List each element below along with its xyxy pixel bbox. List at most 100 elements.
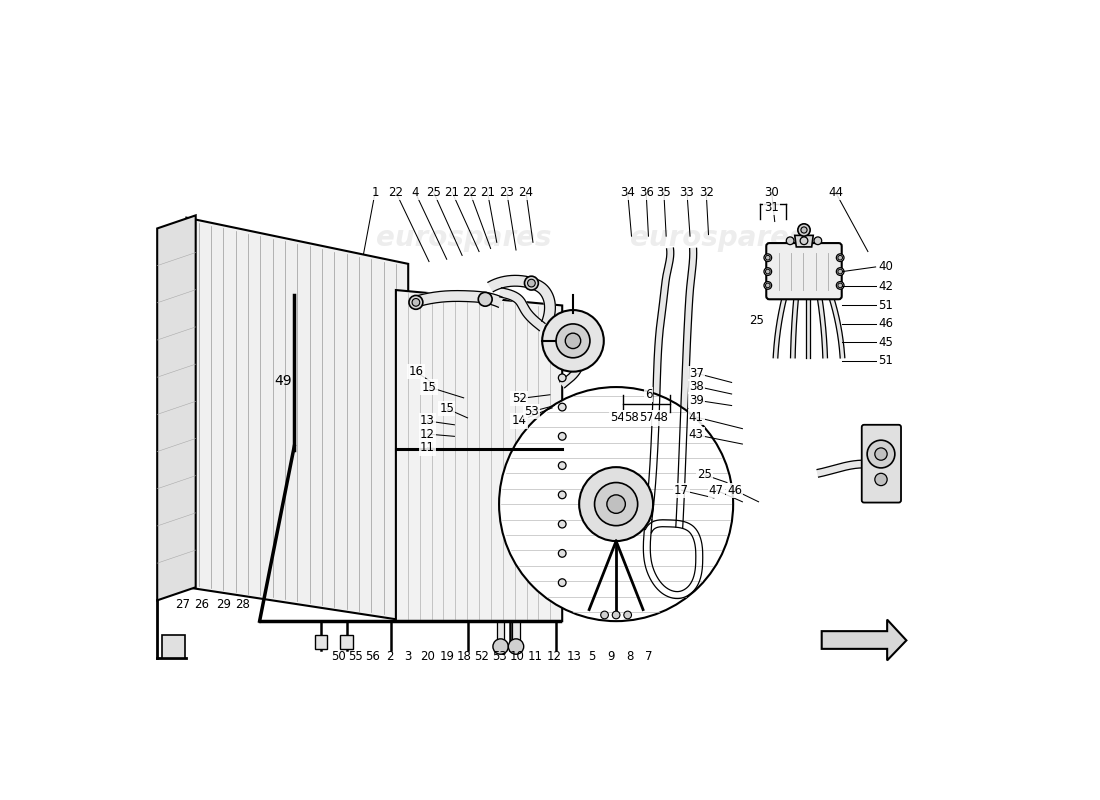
Circle shape bbox=[836, 268, 844, 275]
Text: eurospares: eurospares bbox=[376, 225, 551, 253]
Circle shape bbox=[559, 433, 566, 440]
Text: 22: 22 bbox=[388, 186, 404, 198]
Polygon shape bbox=[499, 288, 544, 330]
Text: 51: 51 bbox=[878, 299, 893, 312]
Circle shape bbox=[874, 474, 887, 486]
Circle shape bbox=[836, 254, 844, 262]
Text: 43: 43 bbox=[689, 428, 704, 442]
Circle shape bbox=[478, 292, 492, 306]
Circle shape bbox=[559, 550, 566, 558]
Polygon shape bbox=[560, 357, 583, 388]
Polygon shape bbox=[805, 296, 810, 358]
Polygon shape bbox=[817, 460, 865, 477]
Text: 12: 12 bbox=[547, 650, 562, 663]
Text: 45: 45 bbox=[878, 336, 893, 349]
Polygon shape bbox=[773, 296, 786, 358]
Text: 50: 50 bbox=[331, 650, 346, 663]
Text: 44: 44 bbox=[828, 186, 843, 198]
Text: 24: 24 bbox=[518, 186, 534, 198]
Polygon shape bbox=[822, 619, 906, 661]
Text: 57: 57 bbox=[639, 411, 653, 424]
Circle shape bbox=[763, 254, 772, 262]
Text: 1: 1 bbox=[372, 186, 378, 198]
Polygon shape bbox=[341, 635, 353, 649]
Circle shape bbox=[838, 255, 843, 260]
FancyBboxPatch shape bbox=[767, 243, 842, 299]
Text: 21: 21 bbox=[444, 186, 460, 198]
Text: 14: 14 bbox=[512, 414, 527, 427]
Polygon shape bbox=[794, 235, 813, 247]
Circle shape bbox=[559, 491, 566, 498]
Text: 32: 32 bbox=[698, 186, 714, 198]
Polygon shape bbox=[162, 635, 185, 658]
Circle shape bbox=[559, 345, 566, 353]
Text: 25: 25 bbox=[426, 186, 441, 198]
Circle shape bbox=[508, 639, 524, 654]
Circle shape bbox=[525, 276, 538, 290]
Circle shape bbox=[607, 495, 625, 514]
Text: 25: 25 bbox=[749, 314, 763, 327]
Text: 53: 53 bbox=[524, 405, 539, 418]
Text: 28: 28 bbox=[235, 598, 250, 610]
Text: 7: 7 bbox=[646, 650, 653, 663]
Circle shape bbox=[594, 482, 638, 526]
Text: 27: 27 bbox=[175, 598, 190, 610]
Text: 36: 36 bbox=[639, 186, 653, 198]
Polygon shape bbox=[791, 296, 799, 358]
Text: 18: 18 bbox=[456, 650, 471, 663]
Circle shape bbox=[493, 639, 508, 654]
Text: 23: 23 bbox=[499, 186, 514, 198]
Text: 8: 8 bbox=[626, 650, 634, 663]
Circle shape bbox=[559, 462, 566, 470]
Text: 4: 4 bbox=[411, 186, 419, 198]
Text: 20: 20 bbox=[420, 650, 434, 663]
Text: 11: 11 bbox=[420, 442, 434, 454]
Circle shape bbox=[798, 224, 810, 236]
Circle shape bbox=[786, 237, 794, 245]
Circle shape bbox=[766, 270, 770, 274]
Text: 11: 11 bbox=[528, 650, 542, 663]
Circle shape bbox=[542, 310, 604, 372]
Text: 21: 21 bbox=[480, 186, 495, 198]
Text: 37: 37 bbox=[689, 366, 704, 380]
Polygon shape bbox=[675, 248, 696, 527]
Circle shape bbox=[412, 298, 420, 306]
Text: 48: 48 bbox=[653, 411, 668, 424]
Text: eurospares: eurospares bbox=[191, 540, 366, 568]
Text: 26: 26 bbox=[195, 598, 209, 610]
Circle shape bbox=[838, 283, 843, 288]
Text: 38: 38 bbox=[689, 380, 704, 393]
Circle shape bbox=[836, 282, 844, 290]
Text: 13: 13 bbox=[420, 414, 434, 427]
Polygon shape bbox=[645, 248, 674, 520]
Text: 53: 53 bbox=[492, 650, 506, 663]
Text: 13: 13 bbox=[566, 650, 581, 663]
Text: 10: 10 bbox=[509, 650, 525, 663]
Text: 2: 2 bbox=[386, 650, 394, 663]
Text: eurospares: eurospares bbox=[630, 225, 805, 253]
Text: 40: 40 bbox=[878, 261, 893, 274]
Text: eurospares: eurospares bbox=[515, 540, 690, 568]
Polygon shape bbox=[412, 290, 503, 307]
Circle shape bbox=[613, 611, 620, 619]
Text: 55: 55 bbox=[349, 650, 363, 663]
Circle shape bbox=[867, 440, 895, 468]
Text: 46: 46 bbox=[878, 318, 893, 330]
Text: 30: 30 bbox=[764, 186, 779, 198]
Text: 5: 5 bbox=[587, 650, 595, 663]
Circle shape bbox=[874, 448, 887, 460]
Circle shape bbox=[763, 282, 772, 290]
FancyBboxPatch shape bbox=[861, 425, 901, 502]
Text: 33: 33 bbox=[680, 186, 694, 198]
Circle shape bbox=[601, 611, 608, 619]
Polygon shape bbox=[828, 295, 845, 358]
Text: 41: 41 bbox=[689, 410, 704, 423]
Text: 39: 39 bbox=[689, 394, 704, 406]
Circle shape bbox=[838, 270, 843, 274]
Text: 54: 54 bbox=[610, 411, 625, 424]
Text: 15: 15 bbox=[421, 381, 437, 394]
Circle shape bbox=[801, 227, 807, 233]
Polygon shape bbox=[497, 621, 505, 650]
Text: 6: 6 bbox=[645, 388, 652, 402]
Text: 3: 3 bbox=[405, 650, 411, 663]
